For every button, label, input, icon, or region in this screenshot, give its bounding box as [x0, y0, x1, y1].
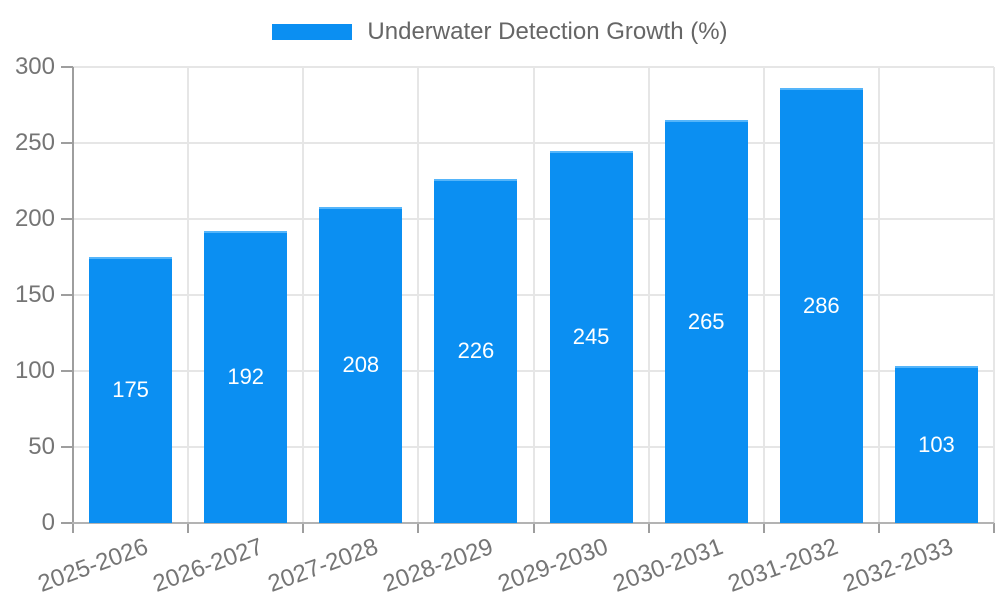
- bar-2031-2032[interactable]: [779, 88, 863, 523]
- x-gridline: [993, 67, 995, 523]
- x-tick-label: 2031-2032: [724, 533, 842, 598]
- x-gridline: [417, 67, 420, 523]
- y-axis-tick: [61, 522, 73, 524]
- bar-2027-2028[interactable]: [319, 206, 403, 523]
- x-gridline: [187, 67, 190, 523]
- y-axis-line: [72, 67, 74, 533]
- y-tick-label: 250: [14, 129, 55, 156]
- x-axis-tick: [993, 523, 995, 533]
- bar-2030-2031[interactable]: [664, 120, 748, 523]
- x-tick-label: 2025-2026: [34, 533, 152, 598]
- y-axis-tick: [61, 370, 73, 372]
- x-gridline: [647, 67, 650, 523]
- y-tick-label: 100: [14, 357, 55, 384]
- legend-label: Underwater Detection Growth (%): [367, 18, 728, 45]
- x-axis-tick: [417, 523, 420, 533]
- bar-2026-2027[interactable]: [204, 231, 288, 523]
- y-axis-tick: [61, 66, 73, 68]
- y-axis-tick: [61, 294, 73, 296]
- legend-color-swatch: [272, 24, 353, 40]
- x-tick-label: 2028-2029: [379, 533, 497, 598]
- chart-legend: Underwater Detection Growth (%): [0, 18, 1000, 46]
- x-tick-label: 2032-2033: [839, 533, 957, 598]
- y-tick-label: 150: [14, 281, 55, 308]
- x-tick-label: 2027-2028: [264, 533, 382, 598]
- bar-2028-2029[interactable]: [434, 179, 518, 523]
- x-axis-tick: [187, 523, 190, 533]
- y-tick-label: 0: [41, 509, 55, 536]
- bar-2025-2026[interactable]: [89, 257, 173, 523]
- x-tick-label: 2029-2030: [494, 533, 612, 598]
- x-tick-label: 2026-2027: [149, 533, 267, 598]
- y-axis-tick: [61, 446, 73, 448]
- y-tick-label: 50: [28, 433, 55, 460]
- y-axis-tick: [61, 218, 73, 220]
- x-axis-tick: [647, 523, 650, 533]
- bar-2032-2033[interactable]: [894, 366, 978, 523]
- y-axis-tick: [61, 142, 73, 144]
- x-axis-tick: [302, 523, 305, 533]
- x-axis-tick: [762, 523, 765, 533]
- x-axis-tick: [877, 523, 880, 533]
- x-gridline: [532, 67, 535, 523]
- bar-2029-2030[interactable]: [549, 150, 633, 523]
- x-gridline: [762, 67, 765, 523]
- y-tick-label: 300: [14, 53, 55, 80]
- x-axis-baseline: [72, 522, 994, 524]
- legend-item[interactable]: Underwater Detection Growth (%): [272, 18, 728, 46]
- y-tick-label: 200: [14, 205, 55, 232]
- x-axis-tick: [532, 523, 535, 533]
- x-gridline: [877, 67, 880, 523]
- x-gridline: [302, 67, 305, 523]
- x-tick-label: 2030-2031: [609, 533, 727, 598]
